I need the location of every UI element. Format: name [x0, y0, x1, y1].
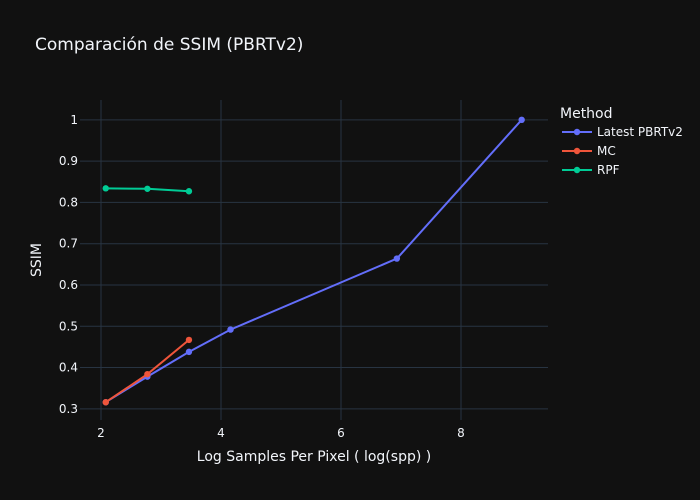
data-point[interactable]	[144, 370, 151, 378]
x-axis-title: Log Samples Per Pixel ( log(spp) )	[197, 449, 431, 465]
legend-title: Method	[560, 106, 613, 122]
y-axis-title: SSIM	[29, 243, 45, 277]
legend-label: RPF	[597, 163, 620, 177]
legend-swatch-marker	[573, 128, 581, 136]
y-tick-label: 1	[70, 113, 78, 127]
y-tick-label: 0.9	[59, 154, 78, 168]
chart-title: Comparación de SSIM (PBRTv2)	[35, 35, 303, 55]
legend-item[interactable]: MC	[562, 144, 616, 158]
legend[interactable]: Method Latest PBRTv2 MC RPF	[560, 106, 683, 177]
y-tick-label: 0.4	[59, 361, 78, 375]
data-point[interactable]	[227, 326, 234, 333]
data-point[interactable]	[102, 399, 109, 406]
data-point[interactable]	[102, 185, 109, 192]
data-point[interactable]	[518, 116, 525, 124]
data-point[interactable]	[185, 348, 193, 356]
x-tick-label: 4	[217, 426, 225, 440]
legend-swatch-marker	[573, 147, 581, 155]
legend-items[interactable]: Latest PBRTv2 MC RPF	[562, 125, 683, 177]
legend-item[interactable]: Latest PBRTv2	[562, 125, 683, 139]
x-tick-label: 8	[457, 426, 465, 440]
y-tick-label: 0.6	[59, 278, 78, 292]
series-layer	[102, 116, 525, 406]
legend-swatch-marker	[573, 166, 581, 174]
grid-layer	[80, 100, 548, 420]
series-mc[interactable]	[102, 336, 193, 406]
data-point[interactable]	[185, 336, 193, 344]
y-tick-label: 0.8	[59, 195, 78, 209]
tick-layer: 2 4 6 8 0.3 0.4 0.5 0.6 0.7 0.8 0.9 1	[59, 113, 465, 440]
data-point[interactable]	[185, 188, 193, 195]
legend-label: Latest PBRTv2	[597, 125, 683, 139]
x-tick-label: 2	[97, 426, 105, 440]
series-rpf[interactable]	[102, 185, 193, 195]
legend-label: MC	[597, 144, 616, 158]
y-tick-label: 0.5	[59, 319, 78, 333]
data-point[interactable]	[393, 255, 401, 262]
y-tick-label: 0.3	[59, 402, 78, 416]
x-tick-label: 6	[337, 426, 345, 440]
data-point[interactable]	[144, 185, 151, 192]
y-tick-label: 0.7	[59, 237, 78, 251]
series-line[interactable]	[105, 119, 523, 404]
legend-item[interactable]: RPF	[562, 163, 620, 177]
